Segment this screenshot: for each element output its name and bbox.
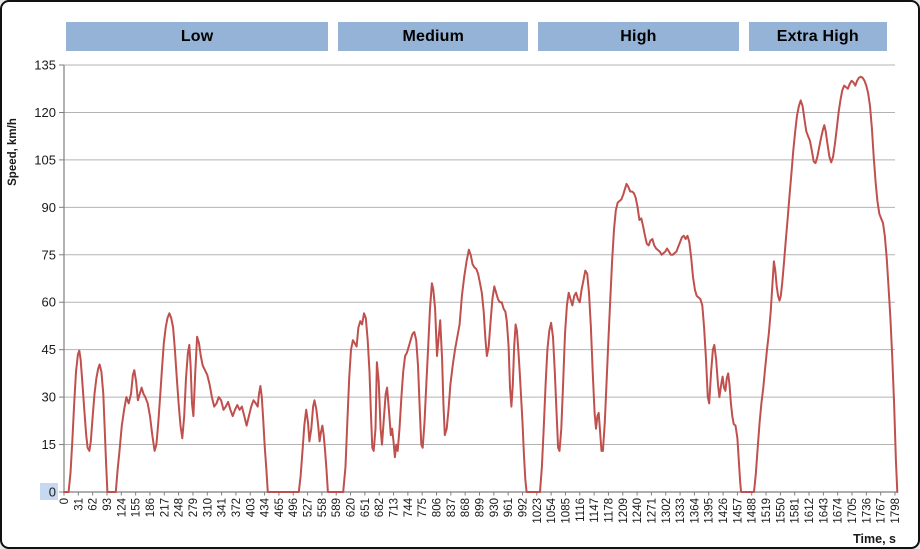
x-tick-label: 1209 bbox=[618, 498, 630, 524]
x-tick-label: 961 bbox=[503, 498, 515, 517]
x-tick-label: 992 bbox=[517, 498, 529, 517]
x-tick-label: 899 bbox=[475, 498, 487, 517]
x-tick-label: 155 bbox=[131, 498, 143, 517]
x-tick-label: 1147 bbox=[589, 498, 601, 523]
gridlines bbox=[64, 64, 895, 446]
y-axis-tick-labels: 135 120 105 90 75 60 45 30 15 0 bbox=[34, 58, 58, 500]
y-tick-label: 15 bbox=[42, 437, 56, 452]
axes bbox=[59, 64, 897, 496]
x-tick-label: 713 bbox=[389, 498, 401, 517]
y-tick-label: 60 bbox=[42, 295, 56, 310]
x-tick-label: 1302 bbox=[661, 498, 673, 524]
x-tick-label: 1333 bbox=[675, 498, 687, 524]
x-tick-label: 1054 bbox=[546, 497, 558, 523]
x-tick-label: 372 bbox=[231, 498, 243, 517]
x-tick-label: 31 bbox=[73, 498, 85, 511]
x-tick-label: 248 bbox=[174, 498, 186, 517]
x-tick-label: 1178 bbox=[603, 498, 615, 523]
x-tick-label: 1705 bbox=[847, 498, 859, 524]
x-tick-label: 1023 bbox=[532, 498, 544, 524]
x-axis-title: Time, s bbox=[853, 532, 896, 546]
x-tick-label: 93 bbox=[102, 498, 114, 511]
x-tick-label: 1767 bbox=[876, 498, 888, 524]
x-tick-label: 1240 bbox=[632, 498, 644, 524]
phase-header-extra-high: Extra High bbox=[748, 22, 887, 51]
y-tick-label: 120 bbox=[34, 105, 56, 120]
x-tick-label: 1364 bbox=[689, 497, 701, 523]
x-tick-label: 279 bbox=[188, 498, 200, 517]
y-tick-label: 135 bbox=[34, 58, 56, 73]
x-tick-label: 434 bbox=[260, 497, 272, 517]
x-tick-label: 651 bbox=[360, 498, 372, 517]
x-tick-label: 341 bbox=[217, 498, 229, 517]
x-tick-label: 589 bbox=[331, 498, 343, 517]
x-tick-label: 930 bbox=[489, 498, 501, 517]
x-tick-label: 527 bbox=[303, 498, 315, 517]
x-tick-label: 1085 bbox=[560, 498, 572, 524]
x-tick-label: 1798 bbox=[890, 498, 902, 524]
x-tick-label: 1612 bbox=[804, 498, 816, 524]
speed-trace bbox=[63, 75, 899, 493]
x-tick-label: 682 bbox=[374, 498, 386, 517]
x-axis-tick-labels: 0 31 62 93 124 155 186 217 248 279 310 341 372 403 434… bbox=[59, 497, 902, 523]
speed-series-line bbox=[63, 75, 899, 493]
x-tick-label: 1581 bbox=[790, 498, 802, 524]
x-tick-label: 0 bbox=[59, 498, 71, 504]
x-tick-label: 775 bbox=[417, 498, 429, 517]
y-tick-label: 105 bbox=[34, 152, 56, 167]
x-tick-label: 1736 bbox=[861, 498, 873, 524]
x-tick-label: 1519 bbox=[761, 498, 773, 524]
x-tick-label: 1488 bbox=[747, 498, 759, 524]
phase-header-medium: Medium bbox=[338, 22, 529, 51]
x-tick-label: 310 bbox=[202, 498, 214, 517]
x-tick-label: 868 bbox=[460, 498, 472, 517]
y-tick-label: 30 bbox=[42, 390, 56, 405]
x-tick-label: 1550 bbox=[775, 498, 787, 524]
x-tick-label: 1674 bbox=[833, 497, 845, 523]
x-tick-label: 496 bbox=[288, 498, 300, 517]
x-tick-label: 1395 bbox=[704, 498, 716, 524]
x-tick-label: 806 bbox=[432, 498, 444, 517]
x-tick-label: 186 bbox=[145, 498, 157, 517]
x-tick-label: 744 bbox=[403, 497, 415, 517]
y-tick-label: 0 bbox=[49, 485, 56, 500]
y-tick-label: 90 bbox=[42, 200, 56, 215]
x-tick-label: 620 bbox=[346, 498, 358, 517]
x-tick-label: 465 bbox=[274, 498, 286, 517]
highlighted-tick-background bbox=[40, 483, 58, 500]
y-tick-label: 75 bbox=[42, 247, 56, 262]
x-tick-label: 1271 bbox=[646, 498, 658, 524]
x-tick-label: 1457 bbox=[732, 498, 744, 524]
x-tick-label: 1426 bbox=[718, 498, 730, 524]
x-tick-label: 403 bbox=[245, 498, 257, 517]
y-tick-label: 45 bbox=[42, 342, 56, 357]
x-tick-label: 558 bbox=[317, 498, 329, 517]
x-tick-label: 1116 bbox=[575, 498, 587, 522]
x-tick-label: 62 bbox=[88, 498, 100, 511]
x-tick-label: 837 bbox=[446, 498, 458, 517]
x-tick-label: 1643 bbox=[818, 498, 830, 524]
x-tick-label: 217 bbox=[159, 498, 171, 517]
y-axis-title: Speed, km/h bbox=[7, 118, 19, 186]
phase-header-high: High bbox=[538, 22, 739, 51]
phase-header-low: Low bbox=[66, 22, 329, 51]
x-tick-label: 124 bbox=[116, 497, 128, 517]
